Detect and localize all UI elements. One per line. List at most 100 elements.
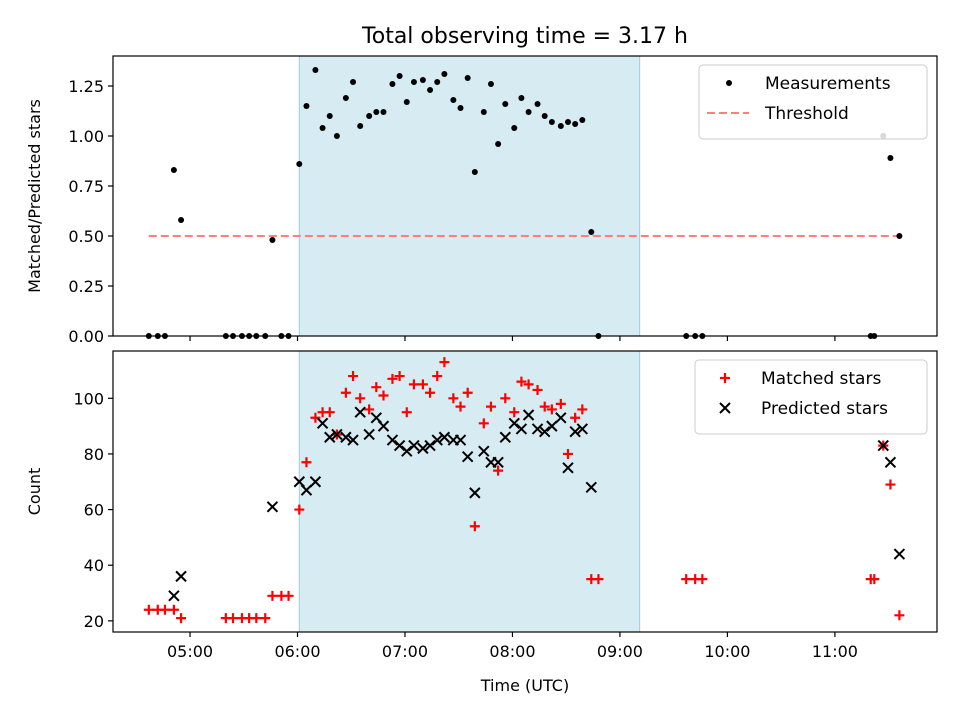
measurement-point — [534, 101, 541, 107]
predicted-point — [340, 431, 352, 443]
y-tick-label: 100 — [73, 389, 104, 408]
matched-point — [555, 398, 566, 409]
measurement-point — [178, 217, 185, 223]
legend: Measurements Threshold — [698, 64, 928, 140]
ratio-panel: 0.00 0.25 0.50 0.75 1.00 1.25 Matched/Predicte… — [25, 55, 938, 346]
x-tick-label: 09:00 — [597, 642, 643, 661]
predicted-point — [538, 425, 551, 438]
y-tick-label: 0.00 — [68, 327, 104, 346]
measurement-point — [170, 167, 177, 173]
y-tick-label: 1.25 — [68, 77, 104, 96]
matched-point — [509, 407, 520, 418]
matched-point — [228, 613, 239, 624]
predicted-point — [175, 570, 187, 583]
matched-point — [251, 613, 262, 624]
y-tick-label: 40 — [84, 556, 104, 575]
matched-point — [378, 390, 389, 401]
measurement-point — [564, 119, 571, 125]
y-tick-label: 0.25 — [68, 277, 104, 296]
matched-point — [439, 357, 450, 368]
predicted-point — [424, 439, 436, 452]
measurement-point — [419, 77, 426, 83]
matched-point — [593, 574, 604, 585]
measurement-point — [434, 79, 441, 85]
predicted-point — [401, 445, 413, 457]
matched-point — [310, 412, 321, 423]
measurement-point — [495, 141, 502, 147]
measurement-point — [887, 155, 894, 161]
predicted-point — [417, 442, 429, 455]
measurement-point — [312, 67, 319, 73]
matched-point — [408, 379, 419, 390]
measurement-point — [518, 95, 525, 101]
matched-point — [425, 387, 436, 398]
y-tick-label: 0.50 — [68, 227, 104, 246]
matched-point — [532, 384, 543, 395]
series-matched-stars — [143, 357, 905, 624]
measurement-point — [396, 73, 403, 79]
measurement-point — [548, 119, 555, 125]
matched-point — [462, 387, 473, 398]
y-tick-label: 0.75 — [68, 177, 104, 196]
matched-point — [355, 393, 366, 404]
y-axis-label: Count — [25, 468, 44, 516]
predicted-point — [363, 428, 375, 441]
matched-point — [159, 604, 170, 615]
x-tick-label: 05:00 — [167, 642, 213, 661]
x-axis-label: Time (UTC) — [480, 676, 569, 695]
predicted-point — [469, 487, 481, 499]
predicted-point — [316, 417, 329, 430]
legend-measurement-swatch — [726, 80, 732, 86]
legend-box — [698, 64, 928, 140]
predicted-point — [454, 434, 467, 446]
matched-point — [500, 393, 511, 404]
predicted-point — [354, 406, 366, 418]
matched-point — [455, 401, 466, 412]
predicted-point — [386, 434, 399, 446]
measurement-point — [487, 81, 494, 87]
matched-point — [340, 387, 351, 398]
matched-point — [885, 479, 896, 490]
predicted-point — [431, 434, 443, 446]
matched-point — [523, 379, 534, 390]
matched-point — [301, 457, 312, 468]
predicted-point — [461, 451, 474, 463]
predicted-point — [492, 456, 504, 468]
matched-point — [894, 610, 905, 621]
matched-point — [869, 574, 880, 585]
measurement-point — [511, 125, 518, 131]
predicted-point — [478, 445, 490, 457]
measurement-point — [572, 121, 579, 127]
matched-point — [697, 574, 708, 585]
matched-point — [539, 401, 550, 412]
x-tick-label: 10:00 — [704, 642, 750, 661]
predicted-point — [893, 548, 906, 560]
measurement-point — [366, 113, 373, 119]
measurement-point — [450, 97, 457, 103]
matched-point — [493, 465, 504, 476]
axes-frame — [112, 55, 938, 337]
predicted-point — [347, 434, 359, 446]
axes-frame — [112, 350, 938, 633]
matched-point — [364, 404, 375, 415]
matched-point — [577, 404, 588, 415]
legend-matched-swatch — [720, 373, 730, 383]
predicted-point — [377, 420, 390, 432]
measurement-point — [333, 133, 340, 139]
matched-point — [681, 574, 692, 585]
y-tick-label: 80 — [84, 445, 104, 464]
measurement-point — [541, 113, 548, 119]
predicted-point — [438, 431, 451, 443]
predicted-point — [555, 412, 567, 424]
matched-point — [294, 504, 305, 515]
measurement-point — [357, 123, 364, 129]
matched-point — [546, 404, 557, 415]
predicted-point — [576, 423, 589, 435]
measurement-point — [557, 123, 564, 129]
predicted-point — [508, 417, 520, 430]
measurement-point — [579, 117, 586, 123]
measurement-point — [389, 81, 396, 87]
matched-point — [324, 407, 335, 418]
predicted-point — [884, 456, 897, 468]
measurement-point — [326, 113, 333, 119]
